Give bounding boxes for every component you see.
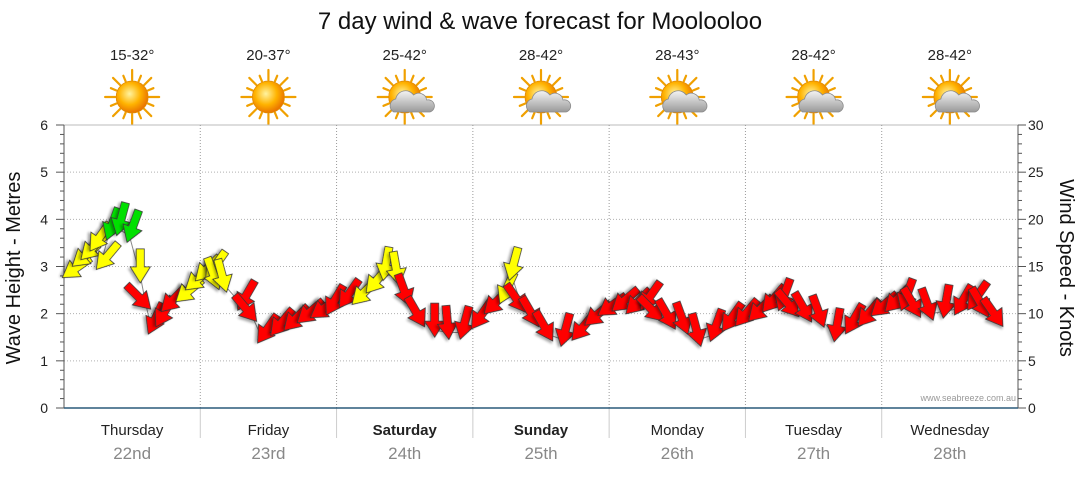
y-axis-title: Wave Height - Metres — [3, 172, 25, 365]
wind-arrow — [654, 297, 677, 330]
wind-arrow — [635, 293, 664, 322]
temp-range: 28-42° — [519, 47, 563, 64]
wind-arrow — [517, 294, 541, 328]
wind-arrow — [686, 311, 708, 348]
day-label: Monday — [651, 422, 705, 439]
y-tick-label: 3 — [40, 259, 48, 275]
date-label: 26th — [661, 444, 694, 463]
wind-arrow — [403, 294, 426, 328]
date-label: 25th — [524, 444, 557, 463]
axes: Thursday 22nd Friday 23rd Saturday 24th Sunday… — [40, 117, 1044, 463]
y2-tick-label: 30 — [1028, 117, 1044, 133]
temp-range: 28-42° — [928, 47, 972, 64]
y2-tick-label: 20 — [1028, 211, 1044, 227]
wind-arrow — [790, 290, 813, 323]
partly-cloudy-icon — [921, 68, 980, 126]
wind-arrow — [95, 240, 122, 271]
wind-arrow — [611, 285, 642, 312]
watermark: www.seabreeze.com.au — [919, 393, 1016, 403]
date-label: 28th — [933, 444, 966, 463]
date-label: 23rd — [251, 444, 285, 463]
day-label: Saturday — [373, 422, 438, 439]
wind-arrow — [808, 293, 829, 328]
temp-range: 28-43° — [655, 47, 699, 64]
y2-tick-label: 25 — [1028, 164, 1044, 180]
wind-arrow — [899, 285, 922, 319]
y-tick-label: 6 — [40, 117, 48, 133]
y-tick-label: 1 — [40, 353, 48, 369]
weather-row: 15-32° 20-37° 25-42° 28-42° 28-43° 28-42° 28-4… — [104, 47, 980, 126]
wind-arrow — [671, 300, 693, 336]
day-label: Wednesday — [910, 422, 989, 439]
wind-arrow — [436, 304, 459, 341]
sun-icon — [240, 68, 297, 126]
temp-range: 28-42° — [791, 47, 835, 64]
wind-arrow — [212, 257, 233, 293]
wind-arrow — [129, 248, 152, 284]
wind-arrow — [423, 302, 446, 338]
wind-arrow — [826, 307, 848, 343]
y-tick-label: 0 — [40, 400, 48, 416]
day-label: Thursday — [101, 422, 164, 439]
y2-tick-label: 0 — [1028, 400, 1036, 416]
wind-arrow — [122, 208, 143, 244]
y2-tick-label: 5 — [1028, 353, 1036, 369]
wind-arrows — [61, 201, 1004, 348]
date-label: 27th — [797, 444, 830, 463]
y-tick-label: 4 — [40, 211, 48, 227]
day-label: Friday — [248, 422, 290, 439]
wind-arrow — [454, 304, 475, 340]
partly-cloudy-icon — [649, 68, 708, 126]
day-label: Sunday — [514, 422, 569, 439]
wind-arrow — [503, 245, 524, 282]
wind-arrow — [705, 307, 727, 343]
temp-range: 15-32° — [110, 47, 154, 64]
partly-cloudy-icon — [785, 68, 844, 126]
wind-arrow — [773, 287, 800, 318]
temp-range: 20-37° — [246, 47, 290, 64]
sun-icon — [104, 68, 161, 126]
y2-tick-label: 15 — [1028, 259, 1044, 275]
wind-arrow — [935, 283, 957, 319]
partly-cloudy-icon — [376, 68, 435, 126]
wind-arrow — [502, 281, 527, 313]
wind-arrow — [531, 308, 554, 342]
wind-arrow — [979, 295, 1004, 328]
date-label: 22nd — [113, 444, 151, 463]
partly-cloudy-icon — [512, 68, 572, 126]
temp-range: 25-42° — [383, 47, 427, 64]
wind-arrow — [231, 292, 258, 322]
y-tick-label: 5 — [40, 164, 48, 180]
y-tick-label: 2 — [40, 306, 48, 322]
y2-tick-label: 10 — [1028, 306, 1044, 322]
date-label: 24th — [388, 444, 421, 463]
chart-title: 7 day wind & wave forecast for Moolooloo — [318, 8, 762, 35]
y2-axis-title: Wind Speed - Knots — [1055, 179, 1077, 357]
wind-arrow — [123, 281, 152, 310]
wind-arrow — [917, 286, 938, 321]
day-label: Tuesday — [785, 422, 842, 439]
wind-arrow — [554, 311, 576, 348]
